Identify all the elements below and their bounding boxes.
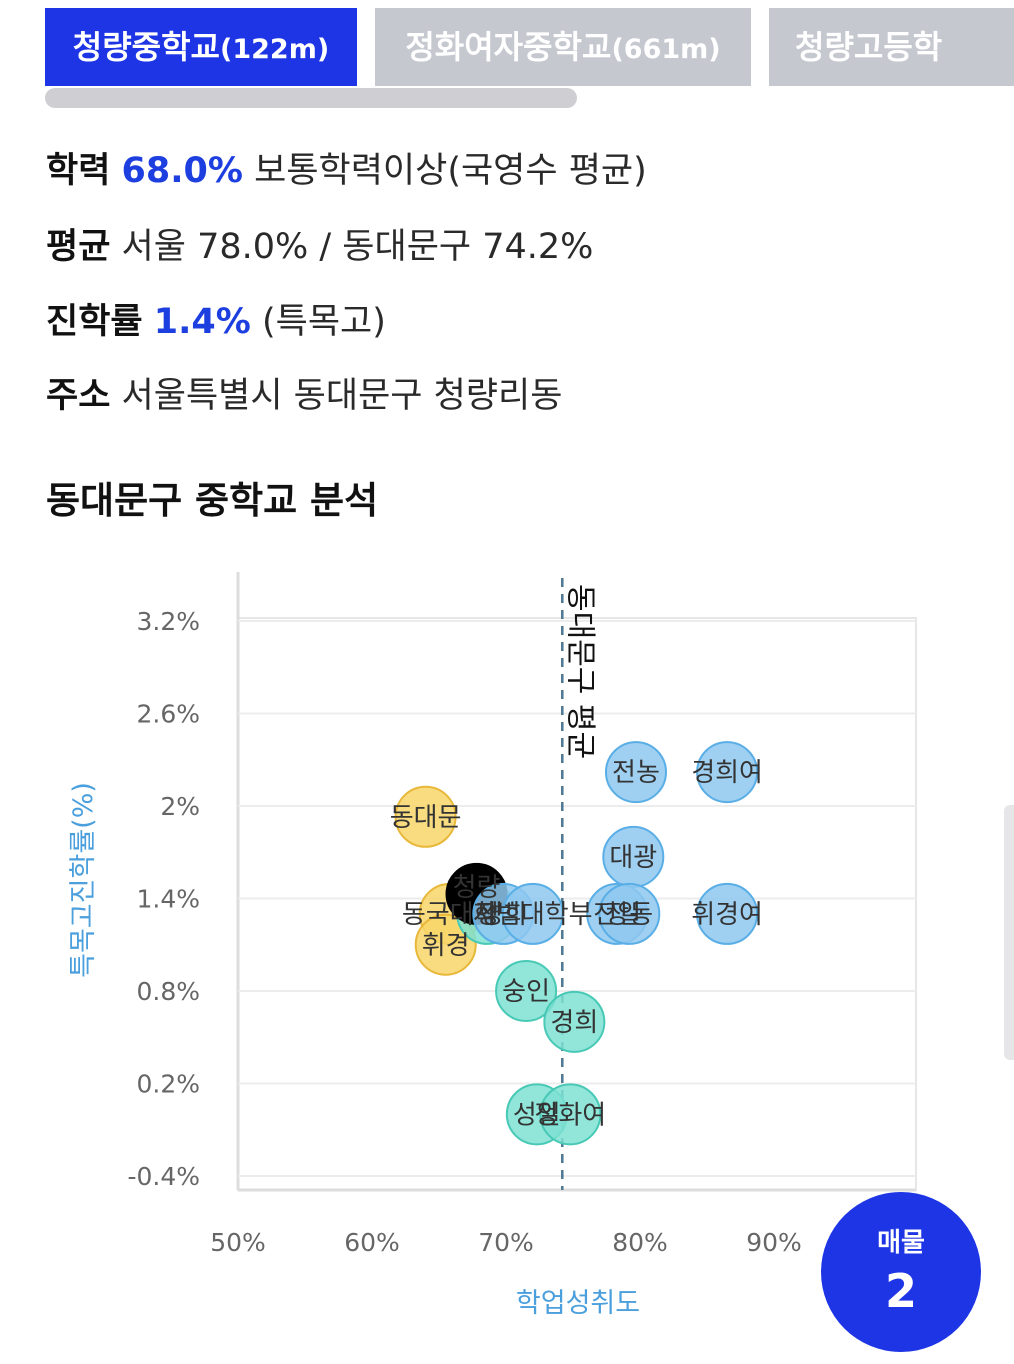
data-point-label: 동대문 bbox=[390, 803, 462, 833]
y-tick-label: 2.6% bbox=[136, 700, 200, 729]
data-points bbox=[394, 741, 759, 1146]
achievement-line: 학력 68.0% 보통학력이상(국영수 평균) bbox=[46, 142, 647, 193]
listings-label: 매물 bbox=[877, 1228, 925, 1258]
data-point[interactable] bbox=[696, 882, 759, 945]
data-point[interactable] bbox=[394, 785, 457, 848]
address-text: 서울특별시 동대문구 청량리동 bbox=[121, 376, 563, 416]
section-title: 동대문구 중학교 분석 bbox=[46, 479, 379, 522]
y-tick-label: 3.2% bbox=[136, 607, 200, 636]
x-tick-label: 80% bbox=[612, 1228, 668, 1257]
achievement-desc: 보통학력이상(국영수 평균) bbox=[254, 151, 647, 191]
tab-distance: (122m) bbox=[220, 34, 330, 65]
tab-label: 청량고등학 bbox=[795, 28, 943, 66]
data-point-label: 사범대학부 bbox=[473, 900, 593, 930]
achievement-key: 학력 bbox=[46, 151, 111, 191]
data-point-label: 휘경 bbox=[422, 931, 470, 961]
y-tick-label: 0.2% bbox=[136, 1070, 200, 1099]
data-point-label: 성일 bbox=[513, 1100, 561, 1130]
tab-label: 청량중학교 bbox=[72, 28, 220, 66]
listings-count: 2 bbox=[884, 1264, 917, 1318]
average-line-group: 동대문구 평균 bbox=[561, 578, 597, 1190]
address-key: 주소 bbox=[46, 376, 111, 416]
data-point-label: 숭인 bbox=[502, 977, 550, 1007]
average-line: 평균 서울 78.0% / 동대문구 74.2% bbox=[46, 218, 593, 269]
tab-jeonghwa-girls-middle[interactable]: 정화여자중학교(661m) bbox=[375, 8, 751, 86]
address-line: 주소 서울특별시 동대문구 청량리동 bbox=[46, 367, 562, 418]
tabs-scrollbar[interactable] bbox=[45, 88, 577, 108]
average-key: 평균 bbox=[46, 227, 111, 267]
data-point[interactable] bbox=[543, 990, 606, 1053]
advancement-value: 1.4% bbox=[153, 302, 251, 342]
average-line-label: 동대문구 평균 bbox=[562, 584, 597, 759]
school-tabs: 청량중학교(122m) 정화여자중학교(661m) 청량고등학 bbox=[45, 8, 1014, 88]
data-point-label: 장동 bbox=[605, 900, 653, 930]
data-point-label: 청량 bbox=[453, 873, 501, 903]
tab-cheongnyang-high[interactable]: 청량고등학 bbox=[769, 8, 1014, 86]
data-point-label: 대광 bbox=[609, 843, 657, 873]
y-tick-label: -0.4% bbox=[127, 1162, 200, 1191]
data-point-label: 휘경여 bbox=[691, 900, 763, 930]
y-tick-labels: 3.2% 2.6% 2% 1.4% 0.8% 0.2% -0.4% bbox=[127, 607, 200, 1191]
data-point[interactable] bbox=[604, 741, 667, 804]
advancement-line: 진학률 1.4% (특목고) bbox=[46, 293, 386, 344]
scatter-chart: 3.2% 2.6% 2% 1.4% 0.8% 0.2% -0.4% 50% 60% 70% 80%… bbox=[68, 572, 917, 1319]
advancement-desc: (특목고) bbox=[261, 302, 386, 342]
data-point[interactable] bbox=[501, 882, 564, 945]
tab-distance: (661m) bbox=[611, 34, 721, 65]
data-point-label: 경희 bbox=[479, 900, 527, 930]
y-tick-label: 1.4% bbox=[136, 885, 200, 914]
data-point-label: 전일 bbox=[593, 900, 641, 930]
data-point-label: 경희여 bbox=[691, 758, 763, 788]
data-point-label: 경희 bbox=[550, 1008, 598, 1038]
average-text: 서울 78.0% / 동대문구 74.2% bbox=[121, 227, 594, 267]
y-tick-label: 2% bbox=[160, 792, 200, 821]
data-point[interactable] bbox=[598, 882, 661, 945]
data-point-label: 동국대학 bbox=[402, 900, 498, 930]
y-axis-title: 특목고진학률(%) bbox=[68, 782, 99, 978]
data-point-label: 정화여 bbox=[534, 1100, 606, 1130]
tab-cheongnyang-middle[interactable]: 청량중학교(122m) bbox=[45, 8, 357, 86]
advancement-key: 진학률 bbox=[46, 302, 143, 342]
data-point[interactable] bbox=[696, 741, 759, 804]
y-tick-label: 0.8% bbox=[136, 977, 200, 1006]
x-tick-label: 60% bbox=[344, 1228, 400, 1257]
listings-button[interactable]: 매물 2 bbox=[821, 1192, 981, 1352]
data-point[interactable] bbox=[539, 1083, 602, 1146]
x-axis-title: 학업성취도 bbox=[516, 1288, 640, 1319]
data-point[interactable] bbox=[495, 960, 558, 1022]
x-tick-label: 50% bbox=[210, 1228, 266, 1257]
x-tick-label: 70% bbox=[478, 1228, 534, 1257]
side-scroll-handle[interactable] bbox=[1004, 805, 1014, 1060]
x-tick-labels: 50% 60% 70% 80% 90% bbox=[210, 1228, 802, 1257]
chart-grid bbox=[236, 572, 917, 1192]
achievement-value: 68.0% bbox=[121, 151, 243, 191]
x-tick-label: 90% bbox=[746, 1228, 802, 1257]
data-point-label: 정 bbox=[475, 900, 499, 930]
tab-label: 정화여자중학교 bbox=[405, 28, 612, 66]
data-point-label: 전농 bbox=[612, 758, 660, 788]
